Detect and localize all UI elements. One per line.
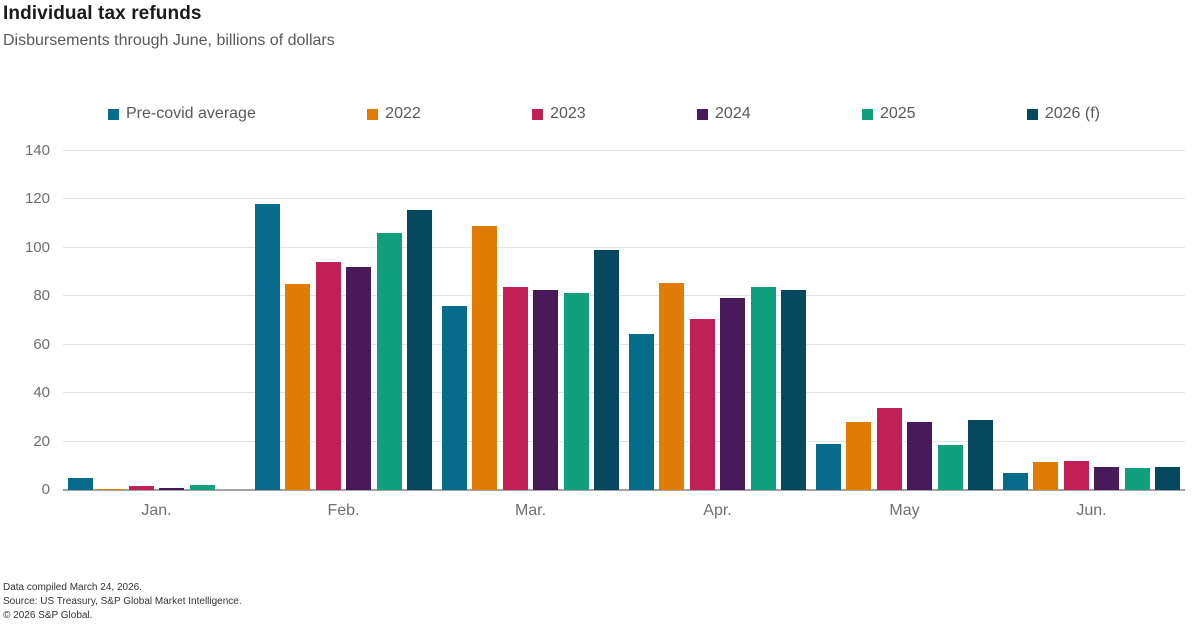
x-tick-label: May bbox=[889, 502, 920, 519]
footer-copyright-line: © 2026 S&P Global. bbox=[3, 610, 93, 621]
chart-subtitle: Disbursements through June, billions of … bbox=[3, 32, 335, 49]
x-tick-label: Feb. bbox=[327, 502, 360, 519]
gridline bbox=[63, 440, 1185, 442]
legend: Pre-covid average 2022 2023 2024 2025 2026 (f… bbox=[108, 104, 1100, 124]
bar-jun-pre-covid-average bbox=[1003, 473, 1028, 490]
bar-jun-2024 bbox=[1094, 467, 1120, 490]
bar-feb-2024 bbox=[346, 267, 372, 490]
bar-mar-2022 bbox=[472, 226, 498, 490]
bar-apr-2024 bbox=[720, 297, 746, 490]
bar-mar-2024 bbox=[533, 290, 559, 490]
bar-may-2025 bbox=[937, 445, 963, 490]
bar-apr-2022 bbox=[659, 282, 685, 490]
bar-jan-2024 bbox=[159, 488, 185, 490]
x-axis-baseline bbox=[63, 489, 1185, 491]
x-tick-label: Jun. bbox=[1076, 502, 1107, 519]
gridline bbox=[63, 392, 1185, 394]
gridline bbox=[63, 295, 1185, 297]
bar-apr-pre-covid-average bbox=[629, 333, 654, 490]
x-tick-label: Mar. bbox=[514, 502, 547, 519]
bar-jan-2025 bbox=[189, 484, 215, 490]
legend-item: 2024 bbox=[697, 105, 751, 123]
legend-label: 2022 bbox=[385, 105, 421, 122]
bar-jun-2026-f- bbox=[1155, 467, 1180, 490]
footer-compiled-line: Data compiled March 24, 2026. bbox=[3, 582, 142, 593]
bar-may-2026-f- bbox=[968, 419, 993, 490]
x-axis: Jan. Feb. Mar. Apr. May Jun. bbox=[63, 502, 1185, 524]
y-tick-label: 0 bbox=[41, 481, 50, 498]
legend-swatch-icon bbox=[861, 108, 873, 120]
legend-swatch-icon bbox=[367, 108, 379, 120]
y-tick-label: 60 bbox=[33, 335, 50, 353]
gridline bbox=[63, 343, 1185, 345]
legend-label: 2024 bbox=[715, 105, 751, 122]
bar-jun-2022 bbox=[1033, 462, 1059, 490]
x-tick-label: Apr. bbox=[703, 502, 732, 519]
bar-feb-pre-covid-average bbox=[255, 204, 280, 490]
bar-jun-2025 bbox=[1124, 468, 1150, 490]
y-axis: 0 20 40 60 80 100 120 140 bbox=[0, 143, 50, 498]
bar-mar-pre-covid-average bbox=[442, 305, 467, 490]
bar-apr-2026-f- bbox=[781, 290, 806, 490]
gridline bbox=[63, 246, 1185, 248]
bar-jan-2023 bbox=[128, 486, 154, 490]
footer: Data compiled March 24, 2026. Source: US… bbox=[3, 581, 242, 623]
bar-apr-2025 bbox=[750, 286, 776, 490]
bar-jan-2022 bbox=[98, 488, 124, 490]
bar-feb-2022 bbox=[285, 284, 311, 490]
legend-label: 2023 bbox=[550, 105, 586, 122]
footer-source-line: Source: US Treasury, S&P Global Market I… bbox=[3, 596, 242, 607]
bar-may-2022 bbox=[846, 422, 872, 490]
legend-swatch-icon bbox=[108, 108, 119, 120]
legend-swatch-icon bbox=[532, 108, 544, 120]
bar-may-2023 bbox=[876, 407, 902, 490]
x-tick-label: Jan. bbox=[141, 502, 172, 519]
y-tick-label: 40 bbox=[33, 384, 50, 402]
bar-jan-pre-covid-average bbox=[68, 477, 93, 490]
bar-jun-2023 bbox=[1063, 460, 1089, 490]
y-tick-label: 80 bbox=[33, 287, 50, 305]
legend-label: Pre-covid average bbox=[126, 105, 256, 122]
legend-item: 2023 bbox=[532, 105, 586, 123]
y-tick-label: 140 bbox=[24, 142, 50, 159]
legend-label: 2025 bbox=[879, 105, 916, 122]
gridline bbox=[63, 198, 1185, 200]
bar-feb-2025 bbox=[376, 233, 402, 490]
bar-apr-2023 bbox=[689, 319, 715, 490]
bar-mar-2025 bbox=[563, 292, 589, 490]
y-tick-label: 120 bbox=[24, 190, 50, 208]
bar-feb-2026-f- bbox=[407, 210, 432, 490]
plot-area bbox=[63, 150, 1185, 491]
bar-mar-2023 bbox=[502, 286, 528, 490]
legend-swatch-icon bbox=[1026, 108, 1038, 120]
gridline bbox=[63, 150, 1185, 151]
y-tick-label: 20 bbox=[33, 432, 50, 450]
legend-item: Pre-covid average bbox=[108, 105, 256, 123]
bar-mar-2026-f- bbox=[594, 250, 619, 490]
legend-label: 2026 (f) bbox=[1044, 105, 1100, 122]
legend-item: 2025 bbox=[861, 105, 916, 123]
y-tick-label: 100 bbox=[24, 238, 50, 256]
chart-title: Individual tax refunds bbox=[3, 3, 202, 24]
legend-item: 2022 bbox=[367, 105, 421, 123]
legend-item: 2026 (f) bbox=[1026, 105, 1100, 123]
bar-may-2024 bbox=[907, 422, 933, 490]
legend-swatch-icon bbox=[697, 108, 709, 120]
bar-may-pre-covid-average bbox=[816, 444, 841, 490]
bar-feb-2023 bbox=[315, 262, 341, 490]
